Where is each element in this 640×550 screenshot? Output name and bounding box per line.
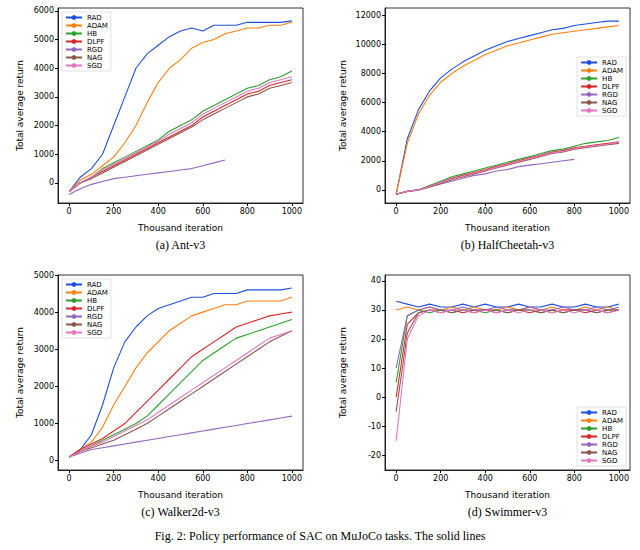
svg-text:12000: 12000 [356, 11, 381, 20]
svg-text:1000: 1000 [34, 150, 54, 159]
svg-text:Total average return: Total average return [338, 327, 348, 419]
svg-text:2000: 2000 [361, 156, 381, 165]
svg-text:RAD: RAD [87, 281, 102, 289]
svg-text:200: 200 [106, 207, 121, 216]
svg-text:NAG: NAG [602, 99, 617, 107]
svg-text:4000: 4000 [34, 64, 54, 73]
svg-text:ADAM: ADAM [602, 67, 623, 75]
svg-text:-10: -10 [368, 422, 381, 431]
svg-text:(d) Swimmer-v3: (d) Swimmer-v3 [468, 505, 547, 519]
svg-text:1000: 1000 [282, 207, 302, 216]
svg-text:200: 200 [433, 474, 448, 483]
svg-text:10: 10 [371, 364, 381, 373]
svg-text:(c) Walker2d-v3: (c) Walker2d-v3 [141, 505, 219, 519]
svg-text:400: 400 [151, 207, 166, 216]
svg-text:RGD: RGD [87, 313, 103, 321]
svg-text:ADAM: ADAM [87, 289, 108, 297]
svg-text:RAD: RAD [602, 59, 617, 67]
svg-text:200: 200 [433, 207, 448, 216]
svg-text:SGD: SGD [87, 62, 102, 70]
svg-text:3000: 3000 [34, 92, 54, 101]
svg-text:0: 0 [394, 474, 399, 483]
svg-text:HB: HB [87, 297, 97, 305]
svg-text:1000: 1000 [34, 419, 54, 428]
svg-text:4000: 4000 [34, 308, 54, 317]
svg-text:5000: 5000 [34, 35, 54, 44]
svg-text:DLPF: DLPF [602, 83, 620, 91]
svg-text:SGD: SGD [602, 107, 617, 115]
svg-text:RGD: RGD [87, 46, 103, 54]
svg-text:400: 400 [151, 474, 166, 483]
svg-text:800: 800 [567, 207, 582, 216]
svg-text:HB: HB [602, 75, 612, 83]
svg-text:30: 30 [371, 305, 381, 314]
svg-text:RAD: RAD [87, 14, 102, 22]
svg-text:Thousand iteration: Thousand iteration [137, 223, 223, 233]
svg-text:Thousand iteration: Thousand iteration [464, 223, 550, 233]
svg-text:400: 400 [478, 207, 493, 216]
svg-text:DLPF: DLPF [87, 305, 105, 313]
svg-text:0: 0 [67, 207, 72, 216]
svg-text:Total average return: Total average return [15, 60, 25, 152]
svg-text:0: 0 [376, 185, 381, 194]
svg-text:40: 40 [371, 276, 381, 285]
svg-text:0: 0 [49, 178, 54, 187]
svg-text:10000: 10000 [356, 40, 381, 49]
svg-text:ADAM: ADAM [87, 22, 108, 30]
svg-text:SGD: SGD [602, 457, 617, 465]
svg-text:DLPF: DLPF [602, 433, 620, 441]
svg-text:Thousand iteration: Thousand iteration [464, 490, 550, 500]
svg-text:0: 0 [49, 456, 54, 465]
svg-text:ADAM: ADAM [602, 417, 623, 425]
svg-text:1000: 1000 [282, 474, 302, 483]
svg-text:RGD: RGD [602, 441, 618, 449]
svg-text:20: 20 [371, 335, 381, 344]
svg-text:600: 600 [195, 207, 210, 216]
svg-text:Total average return: Total average return [15, 327, 25, 419]
svg-text:NAG: NAG [87, 54, 102, 62]
svg-text:800: 800 [240, 207, 255, 216]
svg-text:200: 200 [106, 474, 121, 483]
svg-text:600: 600 [195, 474, 210, 483]
svg-text:RGD: RGD [602, 91, 618, 99]
svg-text:600: 600 [522, 207, 537, 216]
svg-text:Total average return: Total average return [338, 60, 348, 152]
svg-text:0: 0 [394, 207, 399, 216]
svg-text:HB: HB [602, 425, 612, 433]
svg-text:HB: HB [87, 30, 97, 38]
svg-text:RAD: RAD [602, 409, 617, 417]
svg-text:2000: 2000 [34, 382, 54, 391]
svg-text:NAG: NAG [87, 321, 102, 329]
svg-text:1000: 1000 [609, 474, 629, 483]
svg-text:DLPF: DLPF [87, 38, 105, 46]
svg-text:8000: 8000 [361, 69, 381, 78]
svg-text:-20: -20 [368, 451, 381, 460]
svg-text:Fig. 2: Policy performance of: Fig. 2: Policy performance of SAC on MuJ… [155, 529, 486, 543]
svg-text:800: 800 [567, 474, 582, 483]
svg-text:0: 0 [67, 474, 72, 483]
svg-text:SGD: SGD [87, 329, 102, 337]
svg-text:4000: 4000 [361, 127, 381, 136]
svg-text:0: 0 [376, 393, 381, 402]
svg-text:5000: 5000 [34, 271, 54, 280]
svg-text:400: 400 [478, 474, 493, 483]
svg-text:600: 600 [522, 474, 537, 483]
svg-text:(b) HalfCheetah-v3: (b) HalfCheetah-v3 [461, 238, 555, 252]
svg-text:2000: 2000 [34, 121, 54, 130]
svg-text:3000: 3000 [34, 345, 54, 354]
svg-text:(a) Ant-v3: (a) Ant-v3 [156, 238, 206, 252]
svg-text:Thousand iteration: Thousand iteration [137, 490, 223, 500]
svg-text:1000: 1000 [609, 207, 629, 216]
svg-text:6000: 6000 [34, 6, 54, 15]
svg-text:6000: 6000 [361, 98, 381, 107]
svg-text:NAG: NAG [602, 449, 617, 457]
svg-text:800: 800 [240, 474, 255, 483]
